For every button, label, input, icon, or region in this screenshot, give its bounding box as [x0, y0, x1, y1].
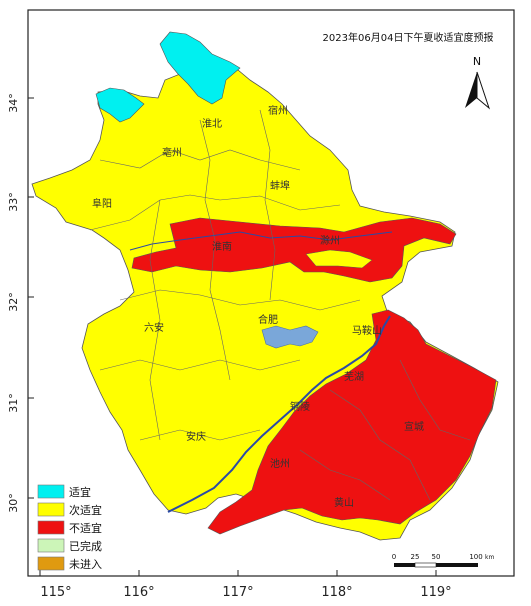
scale-tick-25: 25: [411, 553, 420, 561]
lon-tick-117: 117°: [222, 585, 253, 600]
scale-tick-100: 100: [469, 553, 482, 561]
legend-item-unsuitable: 不适宜: [37, 520, 102, 535]
city-luan: 六安: [144, 321, 164, 334]
region-suitable-west: [95, 87, 145, 123]
lon-tick-116: 116°: [123, 585, 154, 600]
lon-tick-119: 119°: [420, 585, 451, 600]
svg-text:不适宜: 不适宜: [69, 521, 102, 535]
north-arrow-icon: N: [465, 55, 491, 110]
map-title: 2023年06月04日下午夏收适宜度预报: [323, 31, 494, 44]
region-sub-suitable-island: [305, 249, 373, 269]
lat-tick-34: 34°: [7, 93, 20, 113]
county-boundaries: [89, 109, 471, 501]
city-huangshan: 黄山: [334, 496, 354, 509]
city-xuancheng: 宣城: [404, 420, 424, 433]
lat-tick-30: 30°: [7, 493, 20, 513]
city-suzhou: 宿州: [268, 104, 288, 117]
city-chizhou: 池州: [270, 457, 290, 470]
lat-tick-32: 32°: [7, 292, 20, 312]
river-yangtze: [167, 315, 391, 513]
city-chuzhou: 滁州: [320, 234, 340, 247]
city-wuhu: 芜湖: [344, 370, 364, 383]
city-maanshan: 马鞍山: [352, 324, 382, 337]
legend-item-finished: 已完成: [37, 538, 102, 553]
city-hefei: 合肥: [258, 313, 278, 326]
lake-chaohu: [261, 325, 319, 349]
city-bozhou: 亳州: [162, 146, 182, 159]
svg-text:次适宜: 次适宜: [69, 503, 102, 517]
legend-item-suitable: 适宜: [37, 484, 91, 499]
svg-text:已完成: 已完成: [69, 539, 102, 553]
legend-item-not-entered: 未进入: [37, 556, 102, 571]
svg-text:N: N: [473, 55, 481, 68]
svg-text:未进入: 未进入: [69, 558, 102, 571]
city-fuyang: 阜阳: [92, 197, 112, 210]
river-huai: [129, 231, 393, 251]
city-anqing: 安庆: [186, 430, 206, 443]
scale-bar: 0 25 50 100 km: [392, 553, 494, 568]
svg-text:适宜: 适宜: [69, 485, 91, 499]
city-huainan: 淮南: [212, 240, 232, 253]
legend: 适宜 次适宜 不适宜 已完成 未进入: [37, 484, 102, 571]
region-suitable-north: [159, 31, 241, 105]
frame-ticks: [28, 97, 437, 576]
city-tongling: 铜陵: [290, 401, 310, 413]
city-bengbu: 蚌埠: [270, 179, 290, 192]
scale-tick-50: 50: [432, 553, 441, 561]
lat-tick-31: 31°: [7, 393, 20, 413]
lon-tick-118: 118°: [321, 585, 352, 600]
city-huaibei: 淮北: [202, 118, 222, 130]
lon-tick-115: 115°: [40, 585, 71, 600]
lat-tick-33: 33°: [7, 192, 20, 212]
scale-unit: km: [485, 554, 494, 561]
legend-item-sub-suitable: 次适宜: [37, 502, 102, 517]
region-unsuitable-southeast: [207, 309, 497, 535]
scale-tick-0: 0: [392, 553, 396, 561]
